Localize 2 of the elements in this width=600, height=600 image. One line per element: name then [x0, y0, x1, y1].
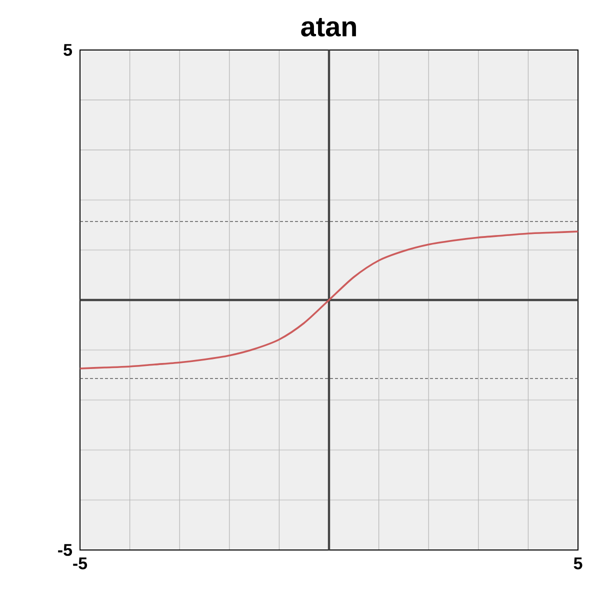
line-series: [79, 230, 579, 370]
chart-title: atan: [301, 18, 356, 36]
